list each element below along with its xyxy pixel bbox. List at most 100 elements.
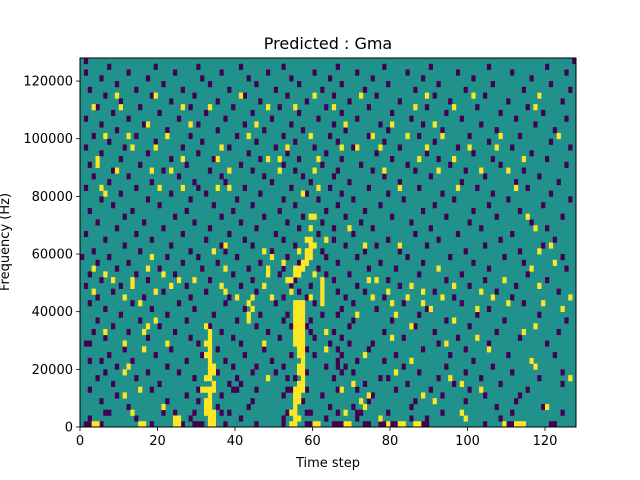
- heatmap-cell-positive: [475, 334, 480, 341]
- heatmap-cell-positive: [529, 265, 534, 272]
- heatmap-cell-negative: [386, 81, 391, 88]
- heatmap-cell-negative: [428, 225, 433, 232]
- heatmap-cell-positive: [126, 363, 131, 370]
- heatmap-cell-negative: [339, 156, 344, 163]
- heatmap-cell-positive: [297, 248, 302, 255]
- heatmap-cell-positive: [300, 305, 306, 313]
- heatmap-cell-negative: [114, 81, 120, 88]
- heatmap-cell-negative: [517, 207, 523, 215]
- heatmap-cell-negative: [471, 207, 476, 215]
- heatmap-cell-positive: [362, 403, 368, 411]
- heatmap-cell-positive: [293, 317, 298, 324]
- heatmap-cell-negative: [83, 340, 89, 347]
- heatmap-cell-positive: [304, 248, 309, 255]
- heatmap-cell-positive: [211, 380, 216, 387]
- heatmap-cell-negative: [223, 115, 228, 122]
- heatmap-cell-positive: [393, 311, 399, 318]
- heatmap-cell-negative: [335, 202, 340, 209]
- heatmap-cell-negative: [312, 352, 317, 359]
- heatmap-cell-positive: [211, 369, 216, 376]
- heatmap-cell-negative: [374, 242, 379, 249]
- heatmap-cell-positive: [308, 225, 313, 232]
- heatmap-cell-negative: [258, 190, 263, 197]
- heatmap-cell-negative: [289, 386, 294, 393]
- heatmap-cell-negative: [366, 184, 371, 191]
- heatmap-cell-negative: [215, 403, 220, 411]
- heatmap-cell-negative: [176, 115, 182, 122]
- heatmap-cell-positive: [545, 403, 550, 411]
- heatmap-cell-negative: [374, 150, 379, 157]
- heatmap-cell-negative: [351, 196, 356, 203]
- heatmap-cell-negative: [231, 363, 236, 370]
- x-tick-label: 120: [533, 434, 558, 449]
- heatmap-cell-negative: [308, 179, 313, 186]
- heatmap-cell-positive: [409, 282, 414, 289]
- heatmap-cell-positive: [525, 213, 530, 220]
- heatmap-cell-negative: [541, 202, 546, 209]
- heatmap-cell-negative: [149, 179, 154, 186]
- heatmap-cell-negative: [211, 156, 216, 163]
- heatmap-cell-positive: [122, 340, 127, 347]
- heatmap-cell-positive: [413, 421, 418, 428]
- heatmap-cell-negative: [378, 259, 383, 266]
- heatmap-cell-negative: [192, 409, 197, 416]
- heatmap-cell-negative: [370, 340, 375, 347]
- heatmap-cell-positive: [262, 340, 267, 347]
- heatmap-cell-negative: [219, 69, 224, 76]
- heatmap-cell-negative: [335, 346, 340, 353]
- heatmap-cell-negative: [95, 375, 100, 382]
- plot-frame: [79, 57, 577, 428]
- heatmap-cell-negative: [444, 109, 449, 117]
- heatmap-cell-negative: [157, 109, 162, 117]
- heatmap-cell-negative: [196, 340, 201, 347]
- heatmap-cell-positive: [153, 92, 158, 99]
- heatmap-cell-negative: [335, 138, 340, 145]
- heatmap-cell-negative: [273, 369, 278, 376]
- heatmap-cell-negative: [382, 138, 387, 145]
- heatmap-cell-positive: [161, 271, 166, 278]
- heatmap-cell-negative: [204, 109, 209, 117]
- heatmap-cell-negative: [355, 282, 360, 289]
- heatmap-cell-positive: [378, 144, 383, 151]
- heatmap-cell-negative: [440, 127, 445, 134]
- heatmap-cell-negative: [498, 380, 503, 387]
- heatmap-cell-positive: [266, 265, 271, 272]
- heatmap-cell-negative: [289, 352, 294, 359]
- heatmap-cell-negative: [409, 415, 414, 422]
- heatmap-cell-positive: [293, 409, 298, 416]
- heatmap-cell-negative: [176, 300, 182, 307]
- heatmap-cell-negative: [432, 288, 437, 295]
- heatmap-cell-positive: [293, 271, 298, 278]
- heatmap-cell-negative: [111, 323, 116, 330]
- heatmap-cell-positive: [355, 311, 360, 318]
- heatmap-cell-negative: [517, 248, 523, 255]
- heatmap-cell-positive: [297, 346, 302, 353]
- heatmap-cell-positive: [266, 104, 271, 111]
- heatmap-cell-negative: [114, 363, 120, 370]
- heatmap-cell-negative: [537, 311, 542, 318]
- heatmap-cell-negative: [401, 334, 406, 341]
- heatmap-cell-negative: [351, 300, 356, 307]
- heatmap-cell-positive: [417, 156, 422, 163]
- heatmap-cell-negative: [223, 179, 228, 186]
- heatmap-cell-negative: [541, 403, 546, 411]
- heatmap-cell-positive: [300, 190, 306, 197]
- heatmap-cell-negative: [196, 386, 201, 393]
- heatmap-cell-positive: [165, 132, 170, 140]
- heatmap-cell-negative: [506, 196, 511, 203]
- heatmap-cell-negative: [335, 311, 340, 318]
- heatmap-cell-positive: [91, 104, 96, 111]
- heatmap-cell-positive: [300, 259, 306, 266]
- heatmap-cell-negative: [328, 403, 333, 411]
- heatmap-cell-negative: [281, 236, 286, 243]
- heatmap-cell-negative: [246, 150, 251, 157]
- heatmap-cell-negative: [250, 398, 255, 405]
- heatmap-cell-negative: [269, 115, 275, 122]
- heatmap-cell-negative: [83, 115, 89, 122]
- heatmap-cell-negative: [417, 184, 422, 191]
- heatmap-cell-negative: [455, 69, 461, 76]
- heatmap-cell-positive: [204, 340, 209, 347]
- heatmap-cell-negative: [320, 161, 325, 168]
- heatmap-cell-negative: [103, 236, 108, 243]
- heatmap-cell-negative: [200, 421, 205, 428]
